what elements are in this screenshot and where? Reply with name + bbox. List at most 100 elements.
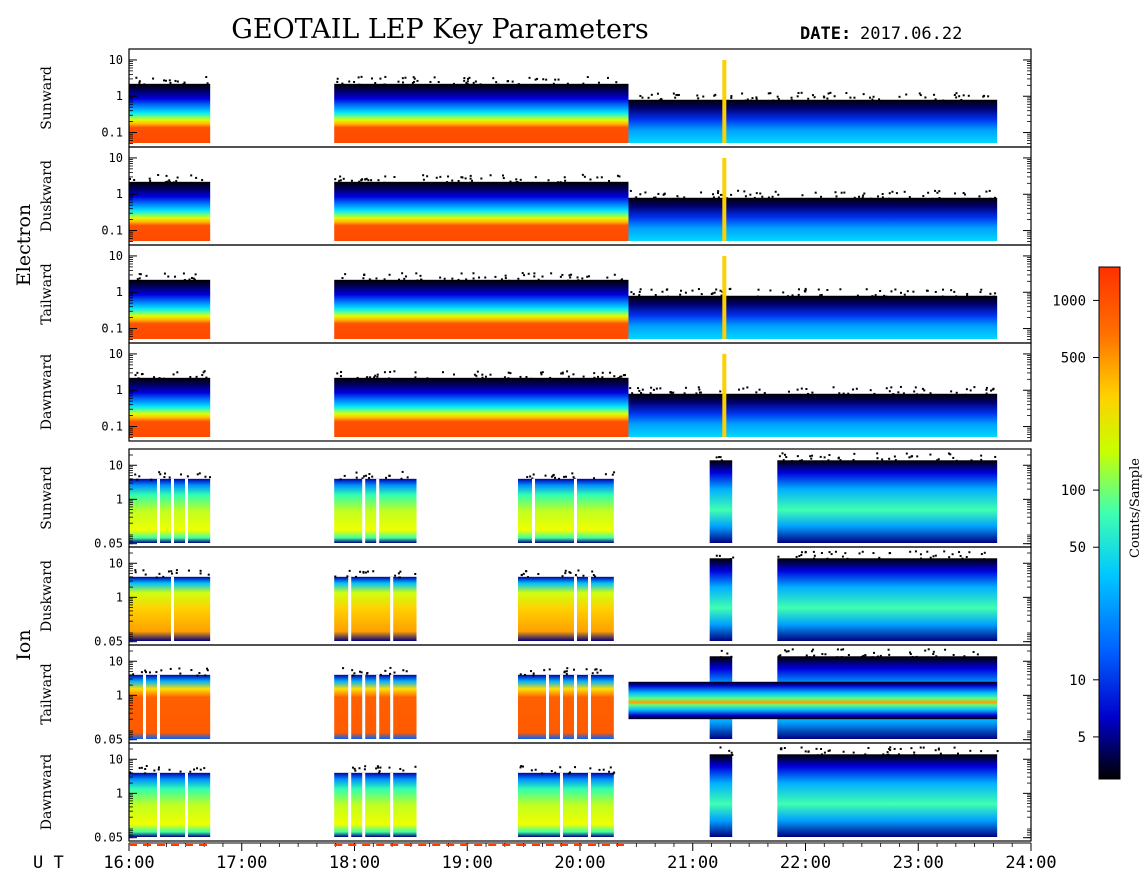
spectrogram-speck [919, 94, 922, 97]
spectrogram-block [517, 772, 614, 837]
spectrogram-speck [858, 195, 861, 198]
spectrogram-speck [569, 276, 572, 279]
spectrogram-speck [534, 78, 537, 81]
spectrogram-speck [755, 96, 758, 99]
spectrogram-speck [502, 177, 505, 180]
spectrogram-speck [741, 92, 744, 95]
panel-ion-sunward: 10 1 0.05 [94, 448, 1032, 577]
spectrogram-speck [890, 290, 893, 293]
spectrogram-block [628, 197, 998, 241]
spectrogram-speck [844, 552, 847, 555]
spectrogram-speck [885, 295, 888, 298]
spectrogram-speck [842, 750, 845, 753]
spectrogram-speck [822, 95, 825, 98]
spectrogram-speck [796, 388, 799, 391]
spectrogram-speck [730, 751, 733, 754]
spectrogram-speck [839, 288, 842, 291]
spectrogram-speck [163, 476, 166, 479]
panel-ion-dawnward: 10 1 0.05 [94, 742, 1032, 871]
spectrogram-speck [473, 373, 476, 376]
spectrogram-speck [376, 765, 379, 768]
spectrogram-speck [777, 655, 780, 658]
spectrogram-speck [574, 766, 577, 769]
spectrogram-speck [985, 388, 988, 391]
spectrogram-speck [670, 391, 673, 394]
spectrogram-speck [179, 672, 182, 675]
spectrogram-speck [172, 181, 175, 184]
spectrogram-speck [196, 767, 199, 770]
panel-electron-sunward: 10 1 0.1 [101, 48, 1032, 148]
spectrogram-speck [871, 656, 874, 659]
spectrogram-speck [583, 175, 586, 178]
spectrogram-speck [953, 290, 956, 293]
spectrogram-speck [719, 456, 722, 459]
spectrogram-speck [983, 94, 986, 97]
spectrogram-speck [130, 478, 133, 481]
y-tick-label: 1 [116, 285, 123, 299]
spectrogram-speck [172, 373, 175, 376]
spectrogram-speck [980, 458, 983, 461]
spectrogram-speck [719, 289, 722, 292]
spectrogram-speck [865, 288, 868, 291]
spectrogram-speck [517, 83, 520, 86]
spectrogram-speck [879, 289, 882, 292]
spectrogram-speck [401, 470, 404, 473]
spectrogram-speck [565, 475, 568, 478]
spectrogram-speck [399, 570, 402, 573]
spectrogram-block [129, 377, 211, 437]
spectrogram-speck [373, 376, 376, 379]
spectrogram-speck [829, 91, 832, 94]
spectrogram-speck [358, 670, 361, 673]
spectrogram-speck [480, 177, 483, 180]
spectrogram-speck [776, 95, 779, 98]
spectrogram-speck [798, 555, 801, 558]
spectrogram-speck [532, 473, 535, 476]
spectrogram-speck [729, 558, 732, 561]
spectrogram-speck [943, 550, 946, 553]
spectrogram-speck [955, 96, 958, 99]
spectrogram-speck [624, 374, 627, 377]
spectrogram-speck [890, 386, 893, 389]
spectrogram-speck [812, 550, 815, 553]
spectrogram-speck [743, 190, 746, 193]
spectrogram-speck [639, 193, 642, 196]
spectrogram-speck [891, 190, 894, 193]
spectrogram-speck [475, 374, 478, 377]
panel-ion-tailward: 10 1 0.05 [94, 644, 1032, 773]
spectrogram-speck [800, 746, 803, 749]
spectrogram-speck [611, 473, 614, 476]
spectrogram-speck [934, 290, 937, 293]
spectrogram-speck [515, 178, 518, 181]
spectrogram-speck [677, 197, 680, 200]
spectrogram-speck [666, 288, 669, 291]
spectrogram-speck [150, 478, 153, 481]
spectrogram-speck [852, 751, 855, 754]
spectrogram-speck [807, 750, 810, 753]
spectrogram-speck [655, 387, 658, 390]
spectrogram-speck [840, 656, 843, 659]
spectrogram-speck [953, 93, 956, 96]
spectrogram-speck [820, 293, 823, 296]
spectrogram-speck [389, 672, 392, 675]
spectrogram-speck [443, 277, 446, 280]
spectrogram-speck [674, 96, 677, 99]
spectrogram-speck [157, 766, 160, 769]
spectrogram-speck [909, 550, 912, 553]
spectrogram-speck [719, 746, 722, 749]
spectrogram-speck [523, 274, 526, 277]
spectrogram-speck [656, 92, 659, 95]
spectrogram-speck [719, 656, 722, 659]
spectrogram-speck [364, 765, 367, 768]
spectrogram-speck [663, 192, 666, 195]
spectrogram-speck [987, 95, 990, 98]
spectrogram-speck [840, 648, 843, 651]
spectrogram-speck [895, 192, 898, 195]
spectrogram-speck [813, 96, 816, 99]
spectrogram-speck [786, 295, 789, 298]
spectrogram-speck [712, 193, 715, 196]
y-tick-label: 1 [116, 688, 123, 702]
colorbar-tick-label: 10 [1069, 673, 1086, 689]
spectrogram-speck [168, 179, 171, 182]
spectrogram-speck [800, 91, 803, 94]
spectrogram-speck [206, 669, 209, 672]
